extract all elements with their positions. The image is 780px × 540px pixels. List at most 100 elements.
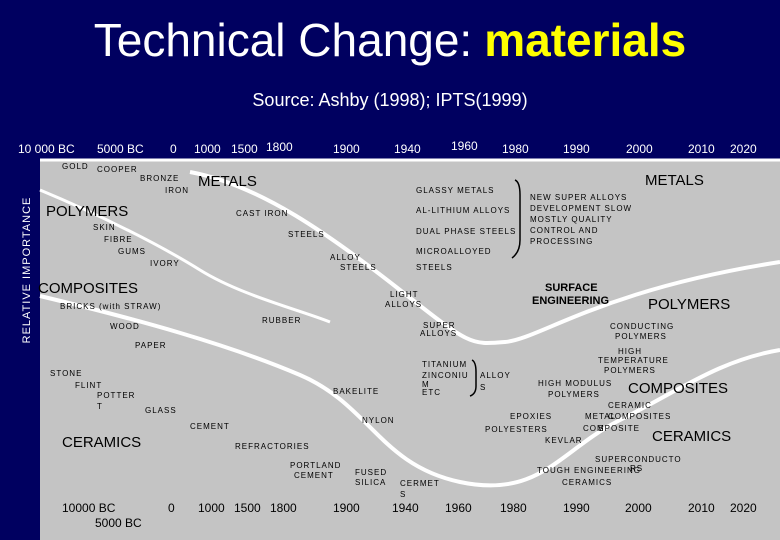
annotation: CAST IRON (236, 209, 288, 218)
class-label: POLYMERS (648, 296, 730, 313)
annotation: GUMS (118, 247, 146, 256)
annotation: NEW SUPER ALLOYS (530, 193, 627, 202)
polymers-boundary (39, 188, 331, 324)
annotation: METAL (585, 412, 616, 421)
annotation: S (598, 424, 604, 433)
annotation: IVORY (150, 259, 180, 268)
annotation: PORTLAND (290, 461, 341, 470)
annotation: RS (630, 464, 643, 473)
axis-label: 1800 (270, 501, 297, 515)
annotation: DUAL PHASE STEELS (416, 227, 516, 236)
bracket (511, 179, 521, 259)
axis-label: 1800 (266, 140, 293, 154)
annotation: PAPER (135, 341, 167, 350)
class-label: METALS (645, 172, 704, 189)
annotation: TEMPERATURE (598, 356, 669, 365)
annotation: CONDUCTING (610, 322, 674, 331)
annotation: T (97, 402, 103, 411)
axis-label: 2010 (688, 501, 715, 515)
title-highlight: materials (484, 14, 686, 66)
annotation: SKIN (93, 223, 116, 232)
annotation: NYLON (362, 416, 395, 425)
annotation: CEMENT (294, 471, 334, 480)
annotation: ENGINEERING (532, 295, 609, 307)
annotation: POLYMERS (604, 366, 656, 375)
annotation: FUSED (355, 468, 387, 477)
annotation: POTTER (97, 391, 135, 400)
annotation: SURFACE (545, 282, 598, 294)
annotation: STEELS (288, 230, 325, 239)
annotation: S (400, 490, 406, 499)
annotation: S (480, 383, 486, 392)
annotation: CEMENT (190, 422, 230, 431)
axis-label: 1990 (563, 501, 590, 515)
composites-boundary (39, 294, 780, 488)
axis-label: 5000 BC (95, 516, 142, 530)
axis-label: 2020 (730, 142, 757, 156)
annotation: ZINCONIU (422, 371, 469, 380)
annotation: HIGH MODULUS (538, 379, 612, 388)
subtitle: Source: Ashby (1998); IPTS(1999) (252, 90, 527, 110)
annotation: CONTROL AND (530, 226, 599, 235)
class-label: COMPOSITES (628, 380, 728, 397)
axis-label: 1500 (231, 142, 258, 156)
annotation: TITANIUM (422, 360, 467, 369)
material-classes: METALS POLYMERS COMPOSITES CERAMICS META… (38, 172, 731, 451)
annotation: GLASSY METALS (416, 186, 495, 195)
y-axis-label: RELATIVE IMPORTANCE (21, 197, 33, 344)
annotation: CERAMIC (608, 401, 652, 410)
annotation: SILICA (355, 478, 386, 487)
axis-label: 10000 BC (62, 501, 116, 515)
annotation: POLYMERS (615, 332, 667, 341)
annotation: TOUGH ENGINEERING (537, 466, 641, 475)
annotation: HIGH (618, 347, 642, 356)
plot-panel (40, 160, 780, 540)
annotation: DEVELOPMENT SLOW (530, 204, 632, 213)
title-text: Technical Change: (94, 14, 472, 66)
class-label: CERAMICS (62, 434, 141, 451)
top-axis: 10 000 BC 5000 BC 0 1000 1500 1800 1900 … (18, 139, 757, 156)
axis-label: 1500 (234, 501, 261, 515)
annotation: POLYMERS (548, 390, 600, 399)
annotation: EPOXIES (510, 412, 552, 421)
annotation: SUPERCONDUCTO (595, 455, 682, 464)
annotation: STEELS (340, 263, 377, 272)
annotation: AL-LITHIUM ALLOYS (416, 206, 510, 215)
axis-label: 5000 BC (97, 142, 144, 156)
axis-label: 1900 (333, 501, 360, 515)
annotation: ALLOY (330, 253, 361, 262)
annotation: PROCESSING (530, 237, 593, 246)
annotation: WOOD (110, 322, 140, 331)
bottom-axis: 10000 BC 5000 BC 0 1000 1500 1800 1900 1… (62, 501, 757, 530)
annotation: ALLOYS (420, 329, 457, 338)
annotation: MICROALLOYED (416, 247, 492, 256)
axis-label: 1990 (563, 142, 590, 156)
axis-label: 2020 (730, 501, 757, 515)
axis-label: 1980 (500, 501, 527, 515)
annotation: GOLD (62, 162, 89, 171)
annotation: COMPOSITE (583, 424, 640, 433)
annotation: FLINT (75, 381, 102, 390)
axis-label: 2000 (626, 142, 653, 156)
axis-label: 1900 (333, 142, 360, 156)
title: Technical Change: materials (94, 14, 686, 66)
annotation: COMPOSITES (608, 412, 671, 421)
annotation: CERAMICS (562, 478, 612, 487)
annotation: FIBRE (104, 235, 133, 244)
axis-label: 0 (170, 142, 177, 156)
axis-label: 1940 (394, 142, 421, 156)
annotation: M (422, 380, 430, 389)
annotation: COOPER (97, 165, 138, 174)
class-label: POLYMERS (46, 203, 128, 220)
annotation: IRON (165, 186, 189, 195)
annotation: ALLOYS (385, 300, 422, 309)
class-label: CERAMICS (652, 428, 731, 445)
class-label: COMPOSITES (38, 280, 138, 297)
annotation: REFRACTORIES (235, 442, 310, 451)
annotation: BRICKS (with STRAW) (60, 302, 161, 311)
axis-label: 1960 (445, 501, 472, 515)
axis-label: 2010 (688, 142, 715, 156)
annotation: ETC (422, 388, 441, 397)
bracket (469, 359, 477, 397)
